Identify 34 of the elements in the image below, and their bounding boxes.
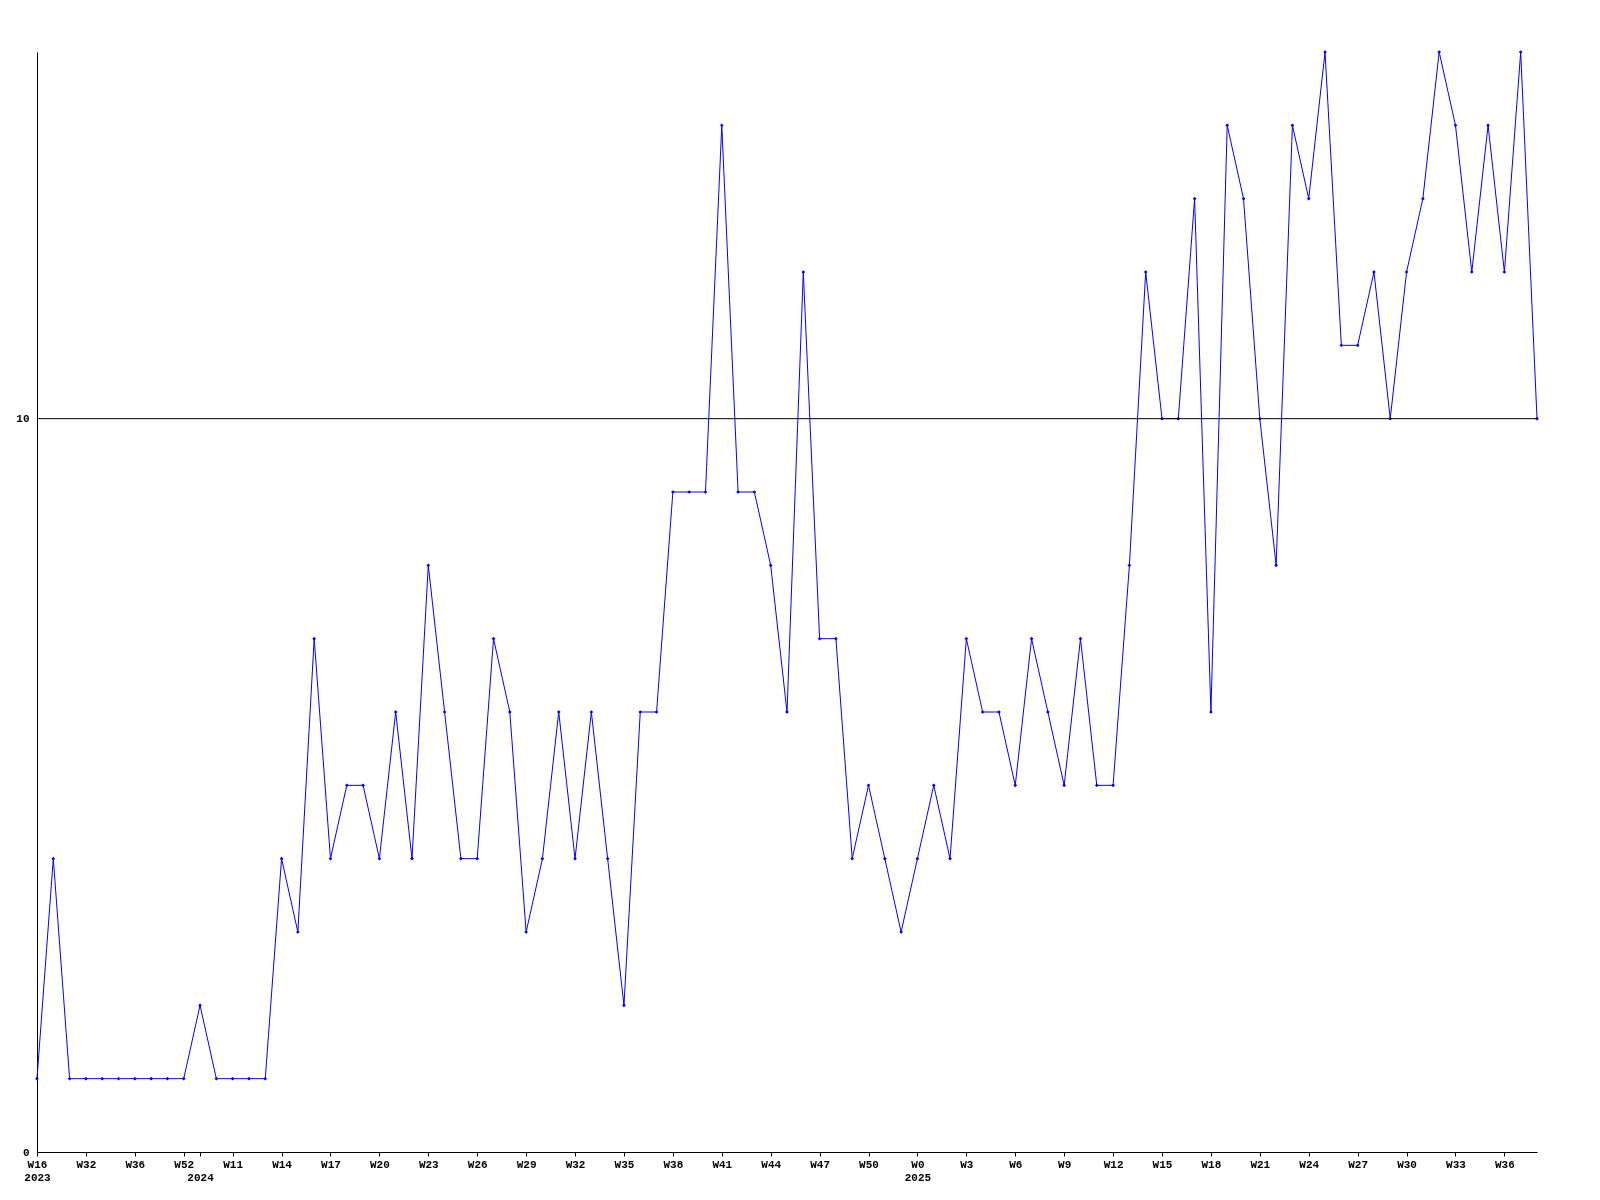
x-tick-label: W33 [1446, 1158, 1467, 1171]
x-tick-label: W30 [1397, 1158, 1417, 1171]
x-tick-label: W32 [565, 1158, 586, 1171]
x-tick-label: W16 2023 [24, 1158, 52, 1184]
x-tick-label: W26 [467, 1158, 488, 1171]
y-tick-label: 10 [16, 413, 30, 426]
y-tick-label: 0 [22, 1146, 30, 1159]
x-tick-label: W41 [712, 1158, 733, 1171]
x-tick-label: W36 [1494, 1158, 1515, 1171]
x-tick-label: W36 [125, 1158, 146, 1171]
x-tick-label: W35 [614, 1158, 635, 1171]
x-tick-label: W21 [1250, 1158, 1271, 1171]
x-tick-label: W32 [76, 1158, 97, 1171]
x-tick-label: W38 [663, 1158, 684, 1171]
x-tick-label: W27 [1348, 1158, 1369, 1171]
x-tick-label: 2024 [187, 1171, 215, 1184]
x-tick-label: W18 [1201, 1158, 1222, 1171]
x-tick-label: W44 [761, 1158, 782, 1171]
x-tick-label: W12 [1103, 1158, 1124, 1171]
x-tick-label: W29 [516, 1158, 537, 1171]
x-tick-label: W6 [1009, 1158, 1023, 1171]
x-tick-label: W52 [174, 1158, 195, 1171]
x-tick-label: W24 [1299, 1158, 1320, 1171]
x-tick-label: W15 [1152, 1158, 1173, 1171]
x-tick-label: W0 2025 [904, 1158, 932, 1184]
x-tick-label: W14 [272, 1158, 293, 1171]
x-tick-label: W11 [223, 1158, 244, 1171]
x-tick-label: W20 [369, 1158, 390, 1171]
x-tick-label: W17 [321, 1158, 341, 1171]
x-tick-label: W9 [1058, 1158, 1072, 1171]
x-tick-label: W47 [810, 1158, 831, 1171]
x-tick-label: W50 [859, 1158, 879, 1171]
x-tick-label: W23 [418, 1158, 440, 1171]
x-tick-label: W3 [960, 1158, 974, 1171]
